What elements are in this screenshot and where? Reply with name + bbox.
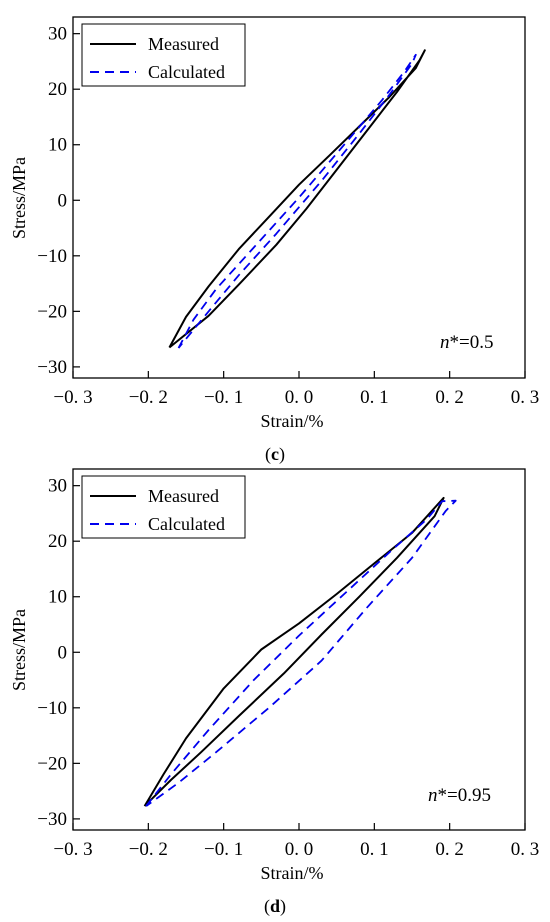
y-tick-label: 30 <box>48 24 67 45</box>
legend: Measured Calculated <box>81 475 246 539</box>
n-star-annotation: n*=0.5 <box>440 332 493 353</box>
legend-box <box>81 475 246 539</box>
x-axis-ticks: −0. 3 −0. 2 −0. 1 0. 0 0. 1 0. 2 0. 3 <box>53 371 539 408</box>
annotation-prefix: n <box>428 785 438 806</box>
panel-label: (c) <box>265 444 285 465</box>
panel-letter: c <box>271 444 279 464</box>
x-tick-label: −0. 1 <box>204 839 243 860</box>
x-tick-label: 0. 3 <box>511 387 540 408</box>
x-tick-label: 0. 1 <box>360 839 389 860</box>
y-tick-label: 20 <box>48 531 67 552</box>
series-line-measured <box>143 496 445 807</box>
y-tick-label: 30 <box>48 476 67 497</box>
y-tick-label: 0 <box>58 642 68 663</box>
series-line-calculated <box>177 53 417 349</box>
x-tick-label: 0. 0 <box>285 839 314 860</box>
x-axis-title: Strain/% <box>261 863 324 883</box>
panel-letter: d <box>270 896 280 916</box>
y-tick-label: −30 <box>37 357 67 378</box>
x-tick-label: −0. 2 <box>129 839 168 860</box>
y-tick-label: 0 <box>58 190 68 211</box>
legend-box <box>81 23 246 87</box>
legend: Measured Calculated <box>81 23 246 87</box>
y-axis-ticks: −30 −20 −10 0 10 20 30 <box>37 24 80 378</box>
series-line-calculated <box>145 499 457 807</box>
annotation-prefix: n <box>440 332 450 353</box>
x-tick-label: −0. 1 <box>204 387 243 408</box>
x-axis-title: Strain/% <box>261 411 324 431</box>
legend-label-measured: Measured <box>148 486 219 506</box>
x-tick-label: 0. 1 <box>360 387 389 408</box>
legend-label-calculated: Calculated <box>148 62 225 82</box>
y-tick-label: −20 <box>37 753 67 774</box>
x-tick-label: −0. 3 <box>53 839 92 860</box>
x-tick-label: 0. 2 <box>435 387 464 408</box>
y-tick-label: −10 <box>37 698 67 719</box>
legend-label-measured: Measured <box>148 34 219 54</box>
n-star-annotation: n*=0.95 <box>428 785 491 806</box>
y-axis-title: Stress/MPa <box>9 157 29 239</box>
chart-panel-c: −30 −20 −10 0 10 20 30 −0. 3 −0. 2 −0. 1 0. 0 0. 1… <box>9 16 539 465</box>
x-tick-label: 0. 0 <box>285 387 314 408</box>
y-tick-label: −10 <box>37 246 67 267</box>
y-axis-title: Stress/MPa <box>9 609 29 691</box>
chart-panel-d: −30 −20 −10 0 10 20 30 −0. 3 −0. 2 −0. 1 0. 0 0. 1… <box>9 468 539 917</box>
x-tick-label: 0. 3 <box>511 839 540 860</box>
x-tick-label: 0. 2 <box>435 839 464 860</box>
annotation-text: *=0.95 <box>438 785 491 806</box>
series-layer <box>168 49 426 349</box>
series-layer <box>143 496 457 807</box>
panel-label: (d) <box>264 896 286 917</box>
x-tick-label: −0. 3 <box>53 387 92 408</box>
y-axis-ticks: −30 −20 −10 0 10 20 30 <box>37 476 80 830</box>
series-line-measured <box>168 49 426 349</box>
y-tick-label: −30 <box>37 809 67 830</box>
y-tick-label: 10 <box>48 587 67 608</box>
y-tick-label: −20 <box>37 301 67 322</box>
y-tick-label: 20 <box>48 79 67 100</box>
annotation-text: *=0.5 <box>450 332 494 353</box>
y-tick-label: 10 <box>48 135 67 156</box>
x-tick-label: −0. 2 <box>129 387 168 408</box>
legend-label-calculated: Calculated <box>148 514 225 534</box>
x-axis-ticks: −0. 3 −0. 2 −0. 1 0. 0 0. 1 0. 2 0. 3 <box>53 823 539 860</box>
